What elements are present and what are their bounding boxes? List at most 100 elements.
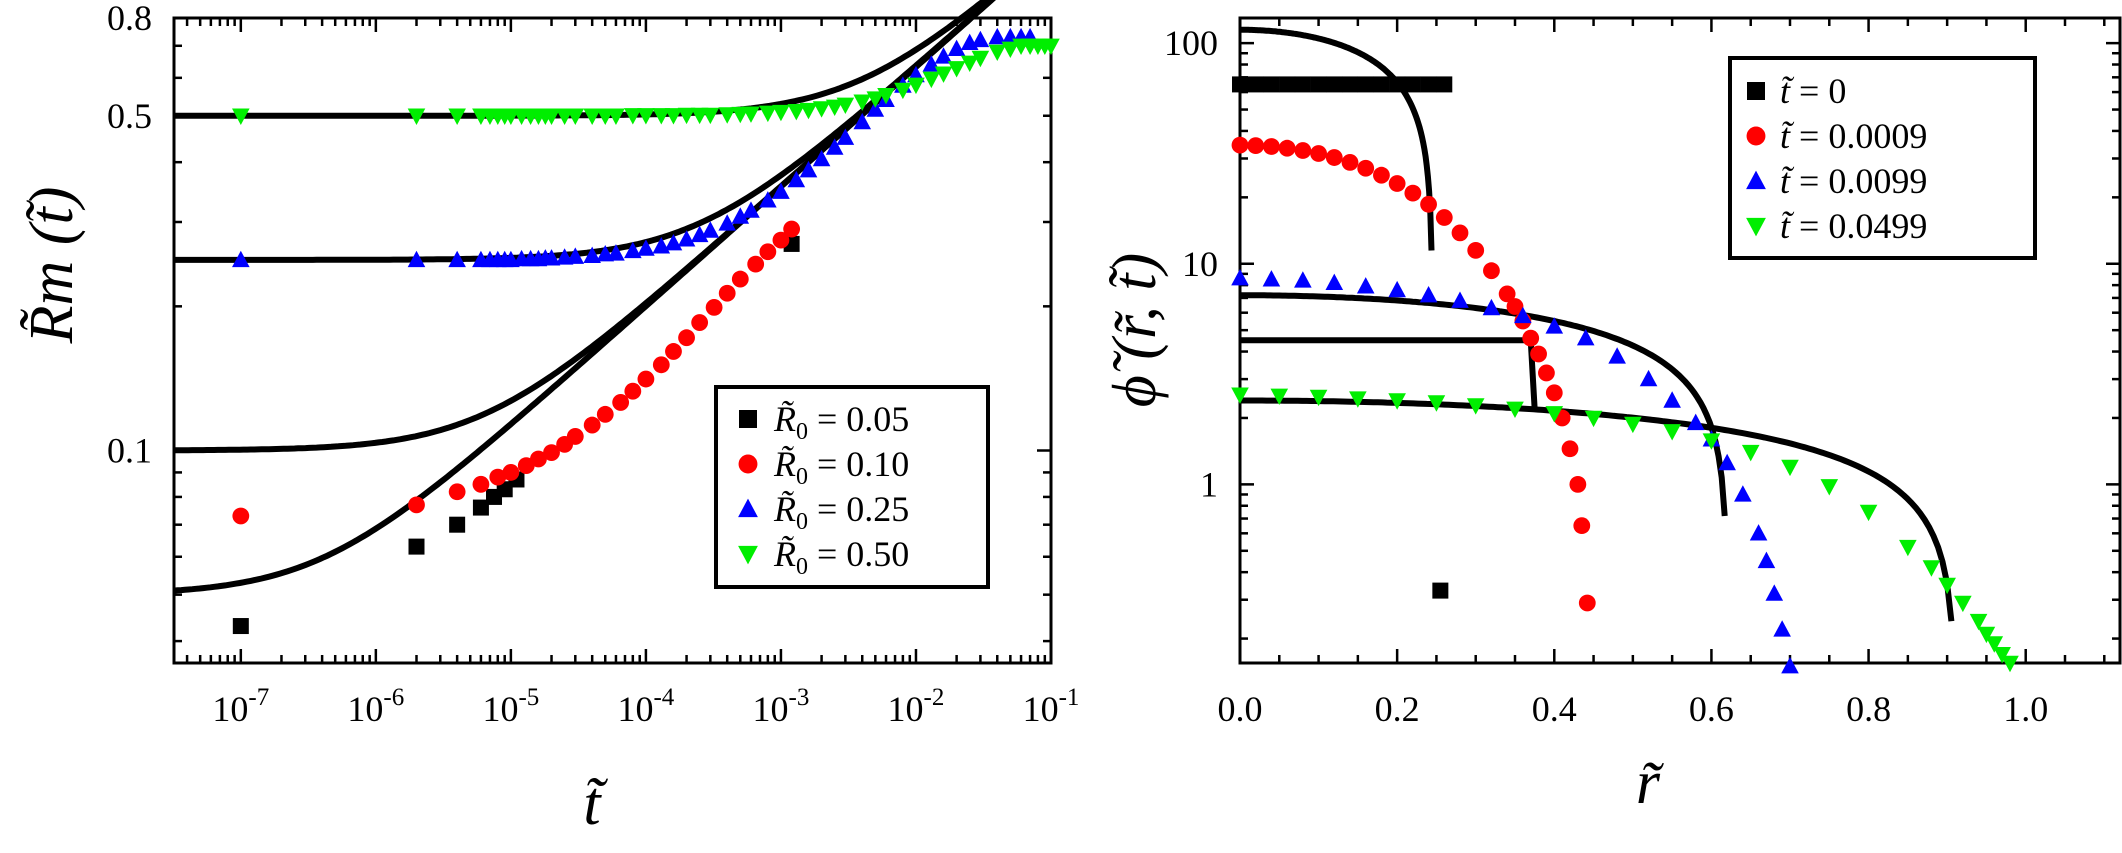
- data-point: [448, 108, 466, 125]
- y-tick-label: 0.8: [107, 0, 152, 38]
- data-point: [1466, 398, 1485, 415]
- data-point: [665, 343, 682, 360]
- data-point: [2001, 655, 2019, 673]
- data-point: [1578, 594, 1596, 612]
- data-point: [677, 107, 696, 125]
- data-point: [1639, 369, 1658, 387]
- data-point: [232, 507, 250, 525]
- data-point: [1506, 298, 1524, 315]
- left-axis-ticks: 10-7 10-6 10-5 10-4 10-3 10-2 10-1 0.1 0.5 0.8: [107, 0, 1079, 729]
- data-point: [449, 516, 466, 533]
- x-tick-label: 10-2: [888, 684, 945, 729]
- data-point: [1734, 485, 1752, 502]
- data-point: [836, 97, 855, 115]
- data-point: [1262, 270, 1281, 287]
- data-point: [232, 250, 250, 268]
- x-tick-label: 10-4: [617, 684, 674, 729]
- data-point: [1309, 389, 1328, 407]
- data-point: [718, 284, 736, 302]
- right-legend: t̃ = 0 t̃ = 0.0009 t̃ = 0.0099 t̃ = 0.0499: [1728, 56, 2037, 260]
- data-point: [232, 108, 250, 125]
- data-point: [1342, 76, 1358, 93]
- data-point: [1231, 269, 1249, 286]
- legend-label: R̃0 = 0.10: [773, 444, 909, 490]
- data-point: [1859, 504, 1878, 522]
- legend-label: R̃0 = 0.05: [773, 399, 909, 445]
- data-point: [583, 246, 601, 264]
- legend-label: t̃ = 0.0499: [1780, 206, 1927, 246]
- data-point: [472, 475, 490, 493]
- data-point: [1938, 577, 1956, 595]
- data-point: [1232, 76, 1248, 93]
- x-tick-label: 10-1: [1023, 684, 1080, 729]
- data-point: [866, 100, 885, 117]
- data-point: [583, 416, 601, 434]
- data-point: [607, 108, 625, 125]
- data-point: [742, 201, 760, 218]
- data-point: [566, 108, 585, 125]
- data-point: [677, 230, 696, 247]
- y-tick-label: 10: [1182, 244, 1218, 284]
- data-point: [988, 44, 1007, 62]
- data-point: [1482, 298, 1501, 316]
- data-point: [1310, 76, 1327, 93]
- y-tick-label: 0.5: [107, 96, 152, 136]
- legend-label: t̃ = 0.0099: [1780, 161, 1927, 201]
- data-point: [1388, 393, 1406, 410]
- data-point: [407, 108, 426, 125]
- data-point: [472, 499, 489, 516]
- data-point: [1231, 387, 1249, 404]
- data-point: [637, 239, 655, 256]
- data-point: [489, 468, 507, 486]
- legend-marker: [738, 498, 758, 518]
- data-point: [971, 30, 990, 48]
- panel-left: 10-7 10-6 10-5 10-4 10-3 10-2 10-1 0.1 0.5 0.8 R̃…: [18, 0, 1079, 838]
- right-data-points: [1231, 76, 2019, 674]
- data-point: [836, 128, 855, 145]
- data-point: [1985, 636, 2004, 653]
- data-point: [678, 329, 695, 347]
- data-point: [1538, 364, 1555, 382]
- right-axis-ticks: 0.0 0.2 0.4 0.6 0.8 1.0 1 10 100: [1164, 18, 2120, 729]
- data-point: [772, 104, 790, 122]
- data-point: [1356, 277, 1375, 294]
- data-point: [1310, 145, 1327, 162]
- data-point: [1404, 76, 1421, 93]
- data-point: [731, 270, 749, 288]
- data-point: [1278, 139, 1296, 157]
- x-tick-label: 0.0: [1218, 689, 1263, 729]
- data-point: [624, 108, 642, 125]
- y-tick-label: 100: [1164, 23, 1218, 63]
- data-point: [718, 214, 737, 231]
- data-point: [934, 66, 953, 83]
- data-point: [543, 444, 560, 461]
- data-point: [1576, 328, 1595, 346]
- data-point: [1388, 175, 1406, 192]
- data-point: [1624, 416, 1642, 434]
- right-y-axis-label: ϕ̃ (r̃, t̃): [1101, 253, 1169, 407]
- data-point: [759, 243, 777, 261]
- legend-label: t̃ = 0.0009: [1780, 116, 1927, 156]
- left-y-axis-label: R̃m (t̃): [18, 187, 86, 345]
- data-point: [1357, 76, 1374, 93]
- data-point: [1373, 166, 1390, 184]
- legend-label: t̃ = 0: [1780, 71, 1846, 111]
- data-point: [1247, 76, 1264, 93]
- data-point: [934, 47, 953, 64]
- data-point: [652, 356, 670, 374]
- data-point: [960, 55, 979, 72]
- data-point: [1001, 41, 1020, 58]
- data-point: [607, 244, 625, 261]
- data-point: [1325, 149, 1343, 166]
- data-point: [877, 87, 895, 105]
- data-point: [772, 182, 790, 199]
- left-plot-frame: [172, 16, 1053, 665]
- legend-box: [1728, 56, 2037, 260]
- theory-curve: [174, 0, 996, 263]
- left-legend: R̃0 = 0.05R̃0 = 0.10R̃0 = 0.25R̃0 = 0.50: [714, 385, 990, 589]
- data-point: [1451, 291, 1469, 308]
- data-point: [1922, 560, 1941, 577]
- data-point: [566, 247, 585, 264]
- data-point: [1435, 209, 1453, 226]
- data-point: [1506, 401, 1524, 419]
